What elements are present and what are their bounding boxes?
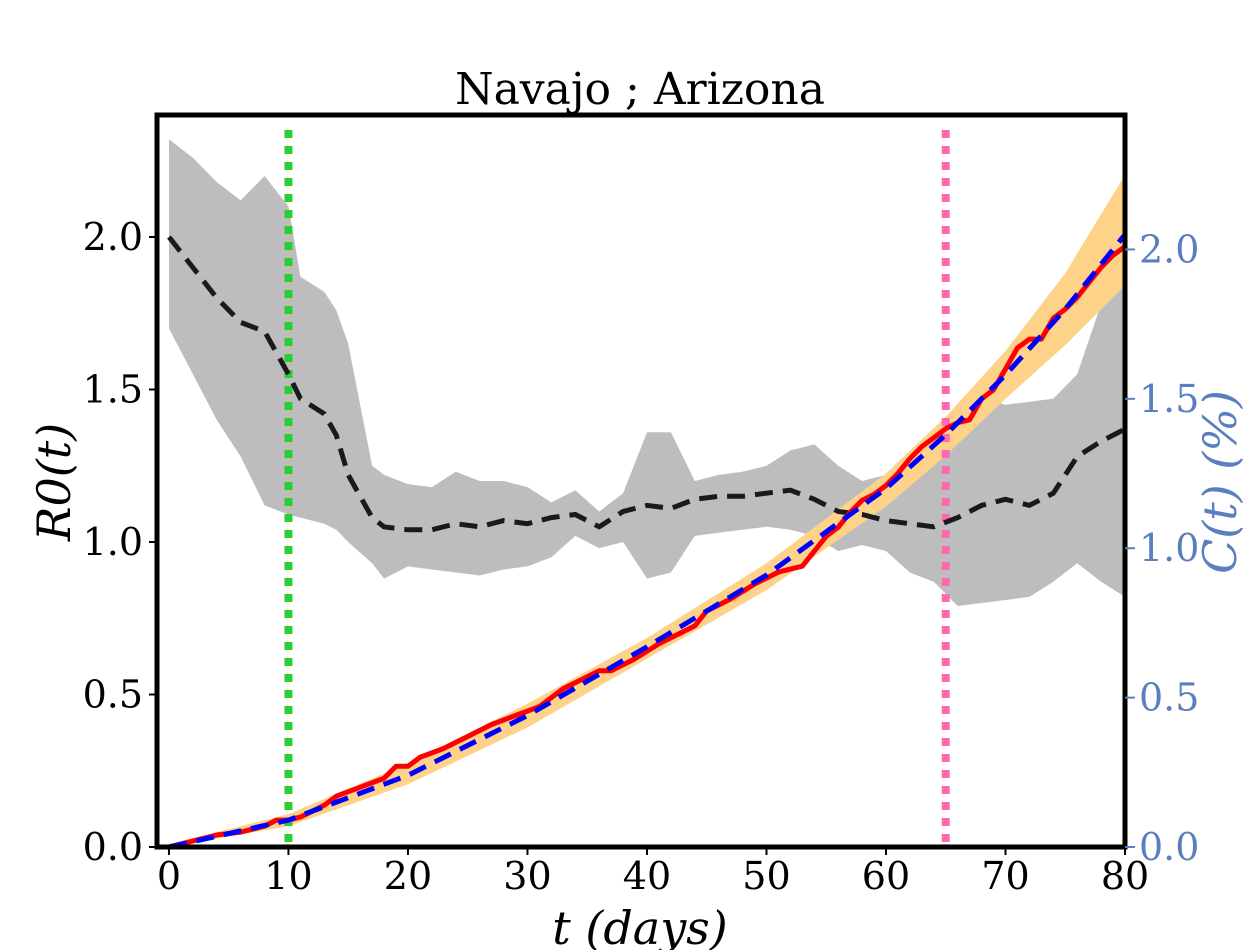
x-tick-label: 50 <box>742 854 790 898</box>
y-right-tick-label: 1.5 <box>1139 377 1199 421</box>
r0-series-line <box>167 235 1127 533</box>
y-left-tick-label: 0.5 <box>83 673 143 717</box>
y-left-tick-label: 0.0 <box>83 825 143 869</box>
x-tick-label: 0 <box>157 854 181 898</box>
x-tick-label: 40 <box>623 854 671 898</box>
plot-frame <box>154 112 1128 850</box>
r0-confidence-band <box>169 139 1125 606</box>
x-axis-label: t (days) <box>552 901 727 950</box>
cases-fit-line <box>168 232 1127 850</box>
y-left-tick-label: 1.0 <box>83 520 143 564</box>
x-tick-label: 30 <box>503 854 551 898</box>
y-right-tick-label: 1.0 <box>1139 526 1199 570</box>
y-right-tick-label: 2.0 <box>1139 227 1199 271</box>
y-right-tick-label: 0.5 <box>1139 676 1199 720</box>
y-right-tick-label: 0.0 <box>1139 825 1199 869</box>
x-tick-label: 20 <box>384 854 432 898</box>
y-axis-label-left: R0(t) <box>27 423 81 542</box>
x-tick-label: 70 <box>981 854 1029 898</box>
x-tick-label: 80 <box>1101 854 1149 898</box>
y-axis-label-right: C(t) (%) <box>1193 390 1247 574</box>
y-left-tick-label: 2.0 <box>83 215 143 259</box>
y-left-tick-label: 1.5 <box>83 368 143 412</box>
x-tick-label: 60 <box>862 854 910 898</box>
x-tick-label: 10 <box>264 854 312 898</box>
chart-title: Navajo ; Arizona <box>455 64 825 115</box>
